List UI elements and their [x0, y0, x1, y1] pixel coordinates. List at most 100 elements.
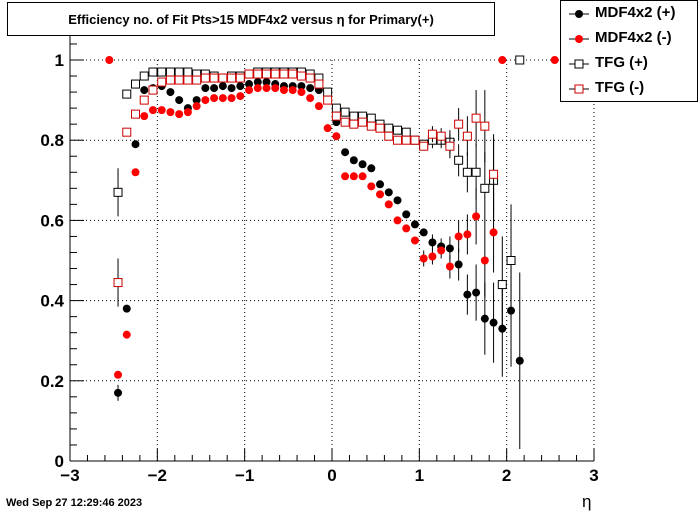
- legend-marker-icon: [569, 84, 589, 94]
- data-point: [139, 71, 149, 81]
- data-point: [183, 67, 193, 77]
- data-point: [454, 260, 463, 269]
- data-point: [165, 75, 175, 85]
- legend-entry: MDF4x2 (-): [561, 27, 699, 51]
- data-point: [341, 148, 350, 157]
- legend-label: MDF4x2 (-): [595, 29, 672, 46]
- data-point: [515, 356, 524, 365]
- data-point: [445, 141, 455, 151]
- data-point: [227, 73, 237, 83]
- data-point: [236, 82, 245, 91]
- data-point: [297, 82, 306, 91]
- y-tick-label: 0.6: [40, 211, 64, 230]
- legend-marker-icon: [569, 35, 589, 43]
- data-point: [401, 135, 411, 145]
- data-point: [140, 86, 149, 95]
- data-point: [323, 95, 333, 105]
- data-point: [419, 254, 428, 263]
- data-point: [332, 132, 341, 141]
- chart-title: Efficiency no. of Fit Pts>15 MDF4x2 vers…: [7, 2, 495, 36]
- legend-marker-icon: [569, 10, 589, 18]
- data-point: [157, 77, 167, 87]
- data-point: [201, 96, 210, 105]
- data-point: [296, 71, 306, 81]
- data-point: [192, 102, 201, 111]
- data-point: [366, 113, 376, 123]
- data-point: [122, 304, 131, 313]
- legend-entry: TFG (+): [561, 52, 699, 76]
- data-point: [210, 94, 219, 103]
- data-point: [349, 156, 358, 165]
- legend-entry: MDF4x2 (+): [561, 2, 699, 26]
- data-point: [445, 262, 454, 271]
- axes: −3 −2 −1 0 1 2 3 0 0.2 0.4 0.6 0.8 1: [40, 20, 599, 485]
- data-point: [480, 314, 489, 323]
- data-point: [148, 106, 157, 115]
- data-point: [376, 190, 385, 199]
- data-point: [288, 69, 298, 79]
- data-point: [113, 278, 123, 288]
- data-point: [471, 113, 481, 123]
- data-point: [218, 82, 227, 91]
- data-point: [270, 69, 280, 79]
- y-tick-label: 0.8: [40, 131, 64, 150]
- data-point: [244, 69, 254, 79]
- data-point: [367, 164, 376, 173]
- data-point: [236, 92, 245, 101]
- data-point: [113, 187, 123, 197]
- data-point: [393, 196, 402, 205]
- data-point: [454, 155, 464, 165]
- data-point: [445, 244, 454, 253]
- data-point: [165, 67, 175, 77]
- data-point: [131, 140, 140, 149]
- data-point: [349, 119, 359, 129]
- data-point: [462, 167, 472, 177]
- legend-marker: [575, 35, 583, 43]
- data-point: [122, 330, 131, 339]
- data-point: [358, 160, 367, 169]
- data-point: [489, 169, 499, 179]
- data-point: [489, 228, 498, 237]
- data-point: [200, 73, 210, 83]
- data-point: [297, 88, 306, 97]
- y-tick-label: 0: [55, 452, 64, 471]
- data-point: [288, 86, 297, 95]
- data-point: [271, 84, 280, 93]
- data-point: [253, 84, 262, 93]
- data-point: [314, 102, 323, 111]
- data-point: [506, 256, 516, 265]
- data-point: [349, 172, 358, 181]
- data-point: [402, 224, 411, 233]
- data-point: [245, 86, 254, 95]
- data-point: [349, 111, 359, 121]
- data-point: [402, 210, 411, 219]
- data-point: [393, 135, 402, 145]
- data-point: [114, 388, 123, 397]
- legend: MDF4x2 (+) MDF4x2 (-) TFG (+) TFG (-): [560, 0, 698, 102]
- data-point: [166, 108, 175, 117]
- series-tfg: [113, 55, 525, 333]
- data-series: [105, 55, 559, 449]
- data-point: [218, 94, 227, 103]
- data-point: [462, 131, 472, 141]
- data-point: [384, 131, 394, 141]
- data-point: [183, 108, 192, 117]
- data-point: [253, 69, 263, 79]
- data-point: [262, 69, 271, 79]
- data-point: [384, 200, 393, 209]
- data-point: [428, 252, 437, 261]
- data-point: [157, 67, 167, 77]
- x-tick-label: −3: [60, 466, 79, 485]
- data-point: [218, 73, 228, 83]
- data-point: [419, 141, 429, 151]
- data-point: [340, 107, 350, 117]
- data-point: [331, 103, 341, 113]
- data-point: [192, 75, 202, 85]
- data-point: [340, 117, 350, 127]
- data-point: [384, 123, 394, 133]
- data-point: [183, 75, 193, 85]
- data-point: [175, 110, 184, 119]
- data-point: [210, 84, 219, 93]
- data-point: [463, 230, 472, 239]
- y-tick-label: 0.4: [40, 292, 64, 311]
